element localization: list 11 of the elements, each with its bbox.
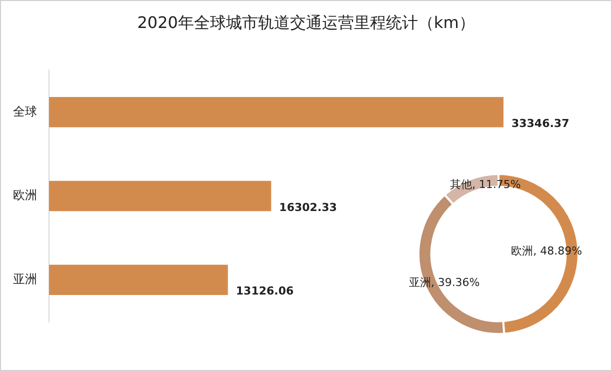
chart-title: 2020年全球城市轨道交通运营里程统计（km） — [136, 13, 476, 34]
slice-label: 其他 — [450, 178, 472, 192]
data-label: 16302.33 — [279, 200, 337, 214]
y-tick-label: 亚洲 — [13, 272, 37, 286]
y-tick-label: 全球 — [13, 104, 37, 118]
data-label: , 11.75% — [472, 178, 521, 192]
slice-label: 欧洲 — [511, 244, 534, 258]
data-label: , 39.36% — [430, 276, 480, 289]
y-tick-label: 欧洲 — [13, 188, 37, 202]
data-label: 33346.37 — [511, 116, 570, 130]
data-label: 13126.06 — [236, 284, 294, 298]
